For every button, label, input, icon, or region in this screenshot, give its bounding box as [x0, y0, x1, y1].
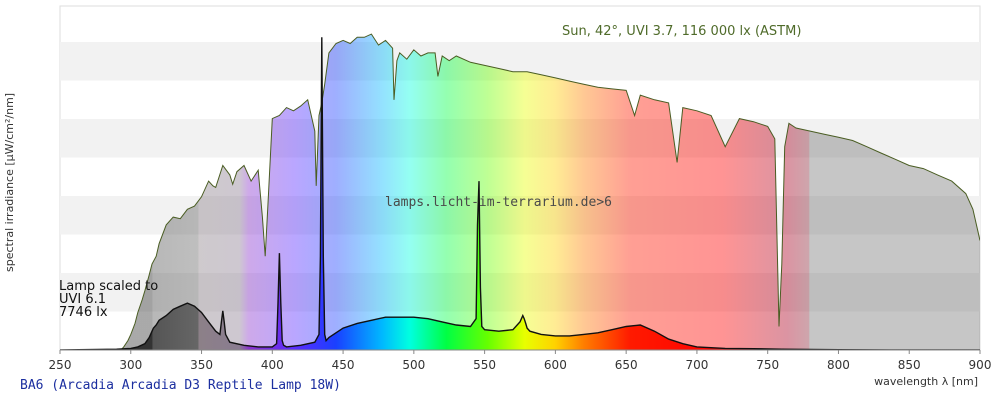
- x-tick-label: 550: [473, 358, 496, 372]
- lamp-annotation: Lamp scaled to UVI 6.1 7746 lx: [59, 279, 158, 320]
- lamp-label-line-1: Lamp scaled to: [59, 279, 158, 294]
- sun-label: Sun, 42°, UVI 3.7, 116 000 lx (ASTM): [562, 24, 801, 39]
- x-tick-label: 300: [119, 358, 142, 372]
- x-tick-label: 650: [615, 358, 638, 372]
- x-ticks: 250 300 350 400 450 500 550 600 650 700 750 800 850 9…: [49, 350, 992, 372]
- x-tick-label: 500: [402, 358, 425, 372]
- x-tick-label: 350: [190, 358, 213, 372]
- lamp-label-line-3: 7746 lx: [59, 305, 108, 320]
- x-tick-label: 450: [332, 358, 355, 372]
- x-tick-label: 850: [898, 358, 921, 372]
- x-tick-label: 750: [756, 358, 779, 372]
- y-axis-title: spectral irradiance [µW/cm²/nm]: [3, 93, 16, 272]
- x-tick-label: 900: [969, 358, 992, 372]
- x-axis-title: wavelength λ [nm]: [874, 375, 978, 388]
- lamp-spectrum-line: [60, 37, 980, 350]
- lamp-title-footer: BA6 (Arcadia Arcadia D3 Reptile Lamp 18W…: [20, 378, 341, 393]
- x-tick-label: 400: [261, 358, 284, 372]
- watermark: lamps.licht-im-terrarium.de>6: [385, 195, 612, 210]
- x-tick-label: 600: [544, 358, 567, 372]
- x-axis: 250 300 350 400 450 500 550 600 650 700 750 800 850 9…: [49, 349, 992, 372]
- lamp-label-line-2: UVI 6.1: [59, 292, 106, 307]
- sun-spectrum-line: [120, 33, 980, 350]
- x-tick-label: 250: [49, 358, 72, 372]
- x-tick-label: 700: [685, 358, 708, 372]
- x-tick-label: 800: [827, 358, 850, 372]
- series-lines: [60, 33, 980, 350]
